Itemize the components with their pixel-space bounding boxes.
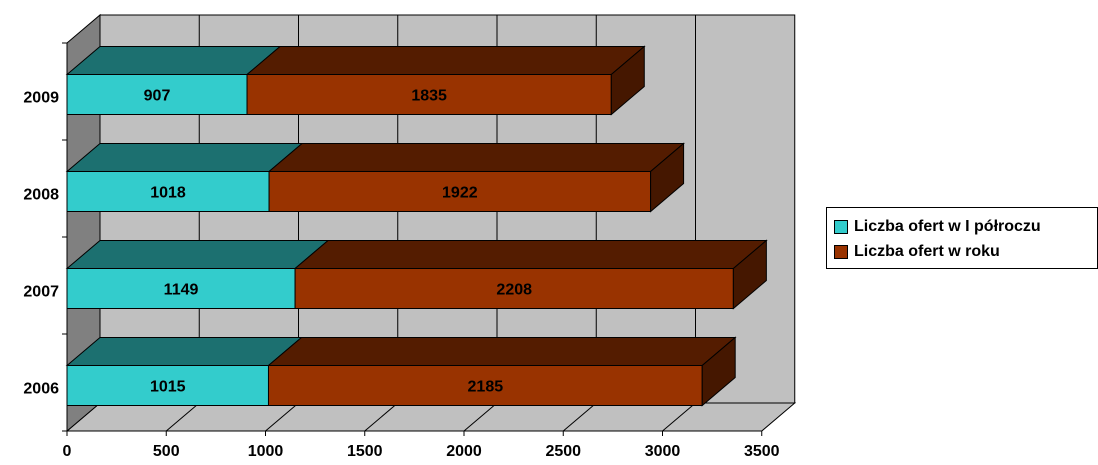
bar-top-face bbox=[65, 240, 330, 269]
legend-swatch-series-1 bbox=[834, 220, 848, 234]
legend-label-series-1: Liczba ofert w I półroczu bbox=[854, 218, 1041, 235]
bar bbox=[66, 74, 248, 115]
bar bbox=[294, 268, 734, 309]
bar-side-face bbox=[701, 336, 736, 407]
bar bbox=[246, 74, 612, 115]
data-label: 1015 bbox=[150, 379, 186, 396]
bar bbox=[267, 365, 703, 406]
y-tick-label: 2008 bbox=[23, 187, 59, 204]
y-tick-label: 2006 bbox=[23, 381, 59, 398]
x-tick-label: 3000 bbox=[645, 443, 681, 460]
data-label: 1149 bbox=[164, 282, 199, 299]
bar bbox=[268, 171, 652, 212]
y-tick-label: 2007 bbox=[23, 284, 59, 301]
x-tick-label: 500 bbox=[153, 443, 180, 460]
chart-floor bbox=[65, 402, 797, 432]
x-tick-label: 0 bbox=[63, 443, 72, 460]
gridline-floor bbox=[463, 402, 498, 432]
legend-item-series-1: Liczba ofert w I półroczu bbox=[834, 216, 1041, 238]
data-label: 1018 bbox=[150, 185, 186, 202]
legend: Liczba ofert w I półroczu Liczba ofert w… bbox=[826, 207, 1098, 269]
gridline-floor bbox=[165, 402, 200, 432]
axes: 2006 2007 2008 2009 0 500 1000 1500 2000 2500 3000… bbox=[23, 42, 780, 460]
x-tick-label: 2500 bbox=[545, 443, 581, 460]
data-label: 2185 bbox=[468, 379, 504, 396]
x-tick-label: 3500 bbox=[744, 443, 780, 460]
gridline-floor bbox=[662, 402, 696, 432]
legend-item-series-2: Liczba ofert w roku bbox=[834, 241, 1000, 263]
bar-top-face bbox=[293, 240, 768, 269]
bar bbox=[66, 171, 270, 212]
gridline-floor bbox=[562, 402, 597, 432]
bars: 907 1835 1018 1922 1149 2208 1015 2185 bbox=[65, 45, 768, 407]
x-tick-label: 1500 bbox=[347, 443, 383, 460]
gridline-floor bbox=[265, 402, 299, 432]
y-tick-label: 2009 bbox=[23, 90, 59, 107]
x-tick-label: 2000 bbox=[446, 443, 482, 460]
data-label: 1922 bbox=[442, 185, 478, 202]
bar-top-face bbox=[245, 46, 646, 75]
bar-top-face bbox=[65, 143, 304, 172]
legend-swatch-series-2 bbox=[834, 245, 848, 259]
gridline-floor bbox=[364, 402, 399, 432]
bar-top-face bbox=[267, 337, 737, 366]
legend-label-series-2: Liczba ofert w roku bbox=[854, 243, 1000, 260]
data-label: 907 bbox=[144, 88, 171, 105]
x-tick-label: 1000 bbox=[248, 443, 284, 460]
bar-side-face bbox=[610, 45, 645, 116]
data-label: 1835 bbox=[411, 88, 447, 105]
bar-top-face bbox=[65, 337, 303, 366]
data-label: 2208 bbox=[496, 282, 532, 299]
bar-side-face bbox=[732, 239, 767, 310]
bar-top-face bbox=[65, 46, 282, 75]
bar-top-face bbox=[267, 143, 685, 172]
bar-side-face bbox=[650, 142, 685, 213]
